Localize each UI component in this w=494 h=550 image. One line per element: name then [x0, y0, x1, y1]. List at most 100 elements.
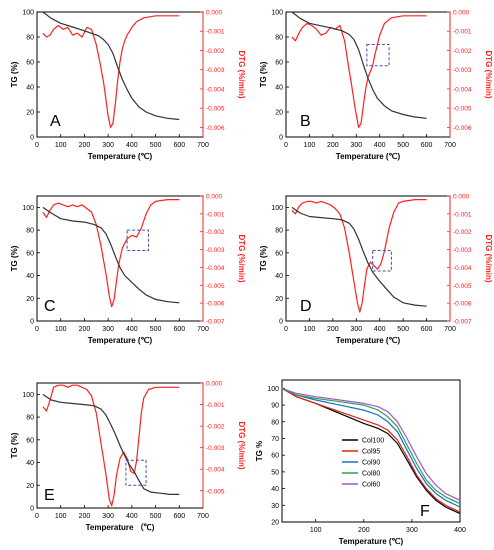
x-tick-label: 700 [197, 513, 209, 520]
series-line-col95 [281, 387, 461, 513]
y2-axis-label: DTG (%/min) [237, 422, 246, 470]
x-tick-label: 500 [150, 326, 162, 333]
chart-panel-c: 0 100 200 300 400 500 600 700 0 20 40 60 80 100 Temper… [10, 194, 246, 346]
y2-tick-label: -0.003 [206, 247, 225, 254]
y2-tick-label: -0.004 [206, 467, 225, 474]
x-tick-label: 400 [126, 513, 138, 520]
legend-label: Col100 [362, 438, 384, 445]
y-tick-label: 50 [271, 469, 279, 476]
y-tick-label: 80 [26, 415, 34, 422]
y-tick-label: 40 [275, 273, 283, 280]
x-tick-label: 500 [150, 513, 162, 520]
chart-panel-f: 100 200 300 400 20 30 40 50 60 70 80 90 100 Temperatu… [255, 379, 466, 546]
y2-tick-label: 0.000 [453, 194, 470, 201]
chart-panel-b: 0 100 200 300 400 500 600 700 0 20 40 60 80 100 Temper… [259, 10, 493, 162]
x-axis-label: Temperature (℃) [88, 336, 153, 345]
x-tick-label: 700 [197, 326, 209, 333]
x-tick-label: 200 [79, 142, 91, 149]
x-tick-label: 0 [284, 142, 288, 149]
y2-tick-label: -0.006 [206, 125, 225, 132]
x-tick-label: 400 [374, 142, 386, 149]
panel-letter: E [44, 487, 55, 504]
x-tick-label: 500 [150, 142, 162, 149]
y-tick-label: 40 [26, 460, 34, 467]
x-tick-label: 600 [173, 326, 185, 333]
y-axis-label: TG (%) [259, 61, 268, 87]
y2-tick-label: -0.002 [453, 229, 472, 236]
x-axis-label: Temperature （℃) [86, 522, 155, 532]
y-tick-label: 90 [271, 403, 279, 410]
x-axis-label: Temperature (℃) [339, 537, 404, 546]
y-tick-label: 40 [275, 85, 283, 92]
y-tick-label: 100 [22, 10, 34, 17]
y-tick-label: 60 [26, 60, 34, 67]
y2-tick-label: -0.004 [453, 86, 472, 93]
y-tick-label: 80 [275, 35, 283, 42]
x-tick-label: 400 [126, 326, 138, 333]
y-tick-label: 60 [275, 250, 283, 257]
y-tick-label: 100 [22, 205, 34, 212]
panel-letter: C [44, 298, 56, 315]
y2-tick-label: -0.002 [453, 48, 472, 55]
x-tick-label: 0 [284, 326, 288, 333]
y2-tick-label: -0.006 [453, 125, 472, 132]
y2-tick-label: 0.000 [206, 381, 223, 388]
y2-tick-label: -0.002 [206, 48, 225, 55]
y2-tick-label: -0.006 [453, 301, 472, 308]
y2-axis-label: DTG (%/min) [484, 51, 493, 99]
y2-axis-label: DTG (%/min) [237, 51, 246, 99]
x-tick-label: 700 [197, 142, 209, 149]
y-axis-label: TG % [255, 441, 264, 461]
y2-tick-label: 0.000 [453, 10, 470, 17]
y2-tick-label: -0.004 [453, 265, 472, 272]
series-line-col80 [281, 387, 461, 505]
y-tick-label: 100 [271, 205, 283, 212]
x-tick-label: 100 [55, 513, 67, 520]
panel-letter: A [50, 113, 61, 130]
y2-tick-label: -0.001 [206, 29, 225, 36]
highlight-box [366, 44, 390, 67]
y2-tick-label: -0.003 [206, 67, 225, 74]
y-tick-label: 80 [26, 228, 34, 235]
tg-series-line [291, 11, 427, 119]
y-tick-label: 30 [271, 503, 279, 510]
x-tick-label: 300 [350, 142, 362, 149]
y-tick-label: 20 [275, 296, 283, 303]
y2-tick-label: 0.000 [206, 10, 223, 17]
y2-axis-label: DTG (%/min) [237, 235, 246, 283]
legend-label: Col95 [362, 449, 380, 456]
y-tick-label: 40 [26, 85, 34, 92]
y-tick-label: 70 [271, 436, 279, 443]
tg-series-line [42, 206, 180, 304]
y2-tick-label: -0.001 [453, 211, 472, 218]
y-tick-label: 20 [271, 520, 279, 527]
y-tick-label: 100 [22, 392, 34, 399]
y2-tick-label: -0.005 [206, 106, 225, 113]
x-tick-label: 200 [327, 326, 339, 333]
y-axis-label: TG (%) [10, 432, 19, 458]
y-tick-label: 0 [30, 319, 34, 326]
y-tick-label: 0 [279, 135, 283, 142]
dtg-series-line [291, 199, 427, 313]
x-tick-label: 0 [35, 513, 39, 520]
y2-tick-label: -0.004 [206, 265, 225, 272]
y-tick-label: 20 [26, 110, 34, 117]
x-tick-label: 500 [397, 326, 409, 333]
y2-tick-label: -0.004 [206, 86, 225, 93]
y-axis-label: TG (%) [259, 245, 268, 271]
y2-tick-label: -0.005 [453, 106, 472, 113]
y2-tick-label: -0.003 [453, 67, 472, 74]
x-tick-label: 100 [55, 326, 67, 333]
dtg-series-line [42, 15, 180, 128]
y-tick-label: 80 [271, 419, 279, 426]
x-tick-label: 100 [55, 142, 67, 149]
y-tick-label: 60 [26, 250, 34, 257]
x-tick-label: 200 [79, 326, 91, 333]
y2-tick-label: -0.007 [206, 319, 225, 326]
y2-tick-label: -0.006 [206, 301, 225, 308]
x-tick-label: 400 [374, 326, 386, 333]
x-axis-label: Temperature (℃) [336, 336, 401, 345]
x-tick-label: 600 [173, 513, 185, 520]
y2-axis-label: DTG (%/min) [484, 235, 493, 283]
y2-tick-label: -0.002 [206, 424, 225, 431]
